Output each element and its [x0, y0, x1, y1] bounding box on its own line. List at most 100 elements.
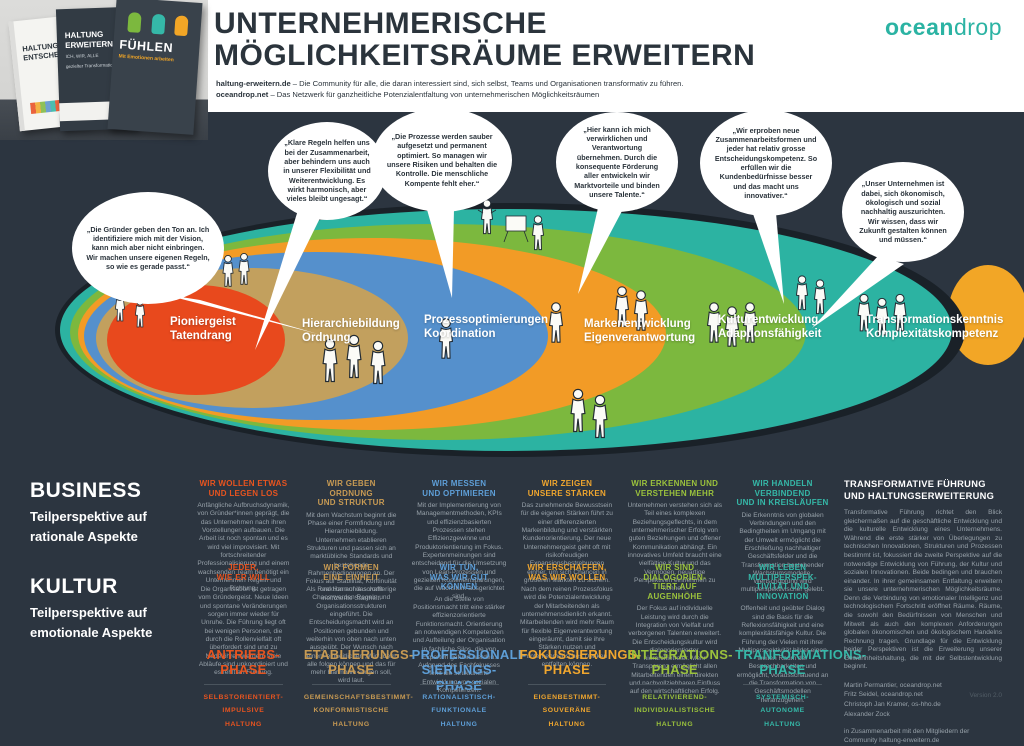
kultur-text: Der Fokus auf individuelle Leistung wird…	[628, 605, 722, 696]
business-heading: WIR HANDELN VERBINDEND UND IN KREISLÄUFE…	[736, 479, 829, 508]
title-line-1: UNTERNEHMERISCHE	[214, 7, 548, 40]
credit-line: Fritz Seidel, oceandrop.net	[844, 691, 923, 699]
business-text: Mit dem Wachstum beginnt die Phase einer…	[305, 511, 397, 602]
books-photo: HALTUNG ENTSCHEIDET HALTUNG ERWEITERN IC…	[0, 0, 208, 140]
subtitle-text-1: – Die Community für alle, die daran inte…	[290, 79, 684, 88]
bubble-text: „Unser Unternehmen ist dabei, sich ökono…	[859, 179, 947, 245]
subtitle: haltung-erweitern.de – Die Community für…	[216, 78, 684, 100]
kultur-block: WIR TUN, WAS WIR GUT KÖNNEN An die Stell…	[412, 563, 507, 695]
spiral-end-orange	[948, 265, 1024, 365]
phase-label-line1: Transformationskenntnis	[866, 314, 1004, 326]
phase-label-line1: Pioniergeist	[170, 316, 236, 328]
credit-line: Martin Permantier, oceandrop.net	[844, 681, 942, 689]
phase-label-line1: Prozessoptimierungen	[424, 314, 548, 326]
credits: Martin Permantier, oceandrop.net Fritz S…	[844, 681, 1002, 719]
kultur-heading: JEDER, WIE ER WILL	[216, 563, 271, 582]
speech-bubble-3: „Die Prozesse werden sauber aufgesetzt u…	[372, 108, 512, 212]
subtitle-line-1: haltung-erweitern.de – Die Community für…	[216, 78, 684, 89]
speech-bubble-2: „Klare Regeln helfen uns bei der Zusamme…	[268, 122, 386, 220]
community-url: haltung-erweitern.de	[216, 79, 291, 88]
phase-label-hierarchiebildung: Hierarchiebildung Ordnung	[302, 318, 400, 345]
divider	[527, 684, 607, 685]
business-title: BUSINESS	[30, 479, 142, 502]
haltung-label: SYSTEMISCH- AUTONOME HALTUNG	[756, 694, 810, 728]
title-line-2: MÖGLICHKEITSRÄUME ERWEITERN	[214, 39, 756, 73]
kultur-subtitle: Teilperspektive auf emotionale Aspekte	[30, 605, 153, 641]
phase-name: ANTRIEBS- PHASE	[206, 647, 281, 678]
bubble-tails	[162, 206, 904, 350]
phase-name: PROFESSIONALI- SIERUNGS-PHASE	[411, 647, 527, 693]
spiral-diagram: Pioniergeist Tatendrang Hierarchiebildun…	[0, 112, 1024, 467]
divider	[419, 684, 499, 685]
phase-name: TRANFORMATIONS- PHASE	[735, 647, 867, 678]
phase-label-line2: Koordination	[424, 327, 496, 340]
right-column-title: TRANSFORMATIVE FÜHRUNG UND HALTUNGSERWEI…	[844, 479, 995, 501]
phase-label-line2: Ordnung	[302, 331, 351, 344]
business-heading: WIR GEBEN ORDNUNG UND STRUKTUR	[317, 479, 385, 508]
bottom-section: BUSINESS Teilperspektive auf rationale A…	[0, 467, 1024, 744]
perspective-legend: BUSINESS Teilperspektive auf rationale A…	[30, 479, 182, 725]
page-title: UNTERNEHMERISCHE MÖGLICHKEITSRÄUME ERWEI…	[214, 7, 756, 73]
business-text: Die Erkenntnis von globalen Verbindungen…	[739, 511, 826, 594]
phase-label-line1: Hierarchiebildung	[302, 318, 400, 330]
kultur-text: Als Reaktion auf das vorherige Chaos wer…	[306, 586, 397, 685]
legend-kultur: KULTUR Teilperspektive auf emotionale As…	[30, 575, 152, 643]
phase-label-kulturentwicklung: Kulturentwicklung Adaptionsfähigkeit	[718, 314, 822, 341]
kultur-block: WIR LEBEN MULTIPERSPEK- TIVITÄT UND INNO…	[735, 563, 830, 705]
business-block: WIR ZEIGEN UNSERE STÄRKEN Das zunehmende…	[520, 479, 615, 585]
phase-label-pioniergeist: Pioniergeist Tatendrang	[170, 316, 236, 343]
phase-label-line2: Komplexitätskompetenz	[866, 327, 999, 340]
kultur-title: KULTUR	[30, 575, 118, 598]
divider	[743, 684, 822, 685]
kultur-heading: WIR LEBEN MULTIPERSPEK- TIVITÄT UND INNO…	[748, 563, 817, 601]
phase-columns: WIR WOLLEN ETWAS UND LEGEN LOS Anfänglic…	[196, 479, 867, 728]
flipchart	[503, 215, 529, 243]
business-heading: WIR ERKENNEN UND VERSTEHEN MEHR	[631, 479, 719, 498]
credit-line: Christoph Jan Kramer, os-hho.de	[844, 701, 941, 708]
bubble-text: „Wir erproben neue Zusammenarbeitsformen…	[714, 125, 818, 201]
column-transformationsphase: WIR HANDELN VERBINDEND UND IN KREISLÄUFE…	[735, 479, 867, 728]
kultur-block: WIR SIND DIALOGORIEN- TIERT AUF AUGENHÖH…	[627, 563, 722, 697]
phase-name: FOKUSSIERUNGS- PHASE	[519, 647, 642, 678]
phase-name: ETABLIERUNGS- PHASE	[303, 647, 414, 678]
phase-name: INTEGRATIONS- PHASE	[627, 647, 733, 678]
business-heading: WIR ZEIGEN UNSERE STÄRKEN	[527, 479, 607, 498]
kultur-block: WIR ERSCHAFFEN, WAS WIR WOLLEN Nach dem …	[520, 563, 615, 669]
column-integrationsphase: WIR ERKENNEN UND VERSTEHEN MEHR Unterneh…	[627, 479, 733, 728]
kultur-heading: WIR FORMEN EINE EINHEIT	[323, 563, 380, 582]
business-text: Anfängliche Aufbruchsdynamik, von Gründe…	[197, 502, 290, 593]
divider	[635, 684, 715, 685]
phase-label-line2: Eigenverantwortung	[584, 331, 696, 344]
version-label: Version 2.0	[969, 692, 1002, 699]
phase-label-prozessoptimierungen: Prozessoptimierungen Koordination	[424, 314, 548, 341]
network-url: oceandrop.net	[216, 90, 269, 99]
column-fokussierungsphase: WIR ZEIGEN UNSERE STÄRKEN Das zunehmende…	[519, 479, 642, 728]
business-block: WIR MESSEN UND OPTIMIEREN Mit der Implem…	[412, 479, 507, 602]
phase-label-markenentwicklung: Markenentwicklung Eigenverantwortung	[584, 318, 695, 345]
speech-bubble-5: „Wir erproben neue Zusammenarbeitsformen…	[700, 110, 832, 216]
credit-line: Alexander Zock	[844, 710, 890, 718]
spiral-svg	[55, 199, 1024, 457]
subtitle-text-2: – Das Netzwerk für ganzheitliche Potenzi…	[268, 90, 600, 99]
speech-bubble-4: „Hier kann ich mich verwirklichen und Ve…	[556, 112, 678, 212]
kultur-text: Die Organisation ist getragen vom Gründe…	[198, 586, 289, 677]
subtitle-line-2: oceandrop.net – Das Netzwerk für ganzhei…	[216, 89, 684, 100]
business-block: WIR ERKENNEN UND VERSTEHEN MEHR Unterneh…	[627, 479, 722, 593]
haltung-label: GEMEINSCHAFTSBESTIMMT- KONFORMISTISCHE H…	[303, 694, 414, 728]
business-subtitle: Teilperspektive auf rationale Aspekte	[30, 509, 147, 545]
haltung-label: RELATIVIEREND- INDIVIDUALISTISCHE HALTUN…	[634, 694, 716, 728]
business-block: WIR HANDELN VERBINDEND UND IN KREISLÄUFE…	[735, 479, 830, 595]
bubble-text: „Klare Regeln helfen uns bei der Zusamme…	[283, 138, 371, 204]
business-text: Mit der Implementierung von Managementme…	[411, 502, 507, 601]
speech-bubble-6: „Unser Unternehmen ist dabei, sich ökono…	[842, 162, 964, 262]
kultur-text: An die Stelle von Positionsmacht tritt e…	[412, 595, 506, 695]
haltung-label: EIGENBESTIMMT- SOUVERÄNE HALTUNG	[533, 694, 601, 728]
column-etablierungsphase: WIR GEBEN ORDNUNG UND STRUKTUR Mit dem W…	[303, 479, 414, 728]
phase-label-line1: Markenentwicklung	[584, 318, 691, 330]
kultur-heading: WIR SIND DIALOGORIEN- TIERT AUF AUGENHÖH…	[643, 563, 707, 601]
divider	[204, 684, 283, 685]
haltung-label: RATIONALISTISCH- FUNKTIONALE HALTUNG	[422, 694, 496, 728]
phase-label-line1: Kulturentwicklung	[718, 314, 819, 326]
kultur-text: Nach dem reinen Prozessfokus wird die Po…	[520, 586, 614, 668]
